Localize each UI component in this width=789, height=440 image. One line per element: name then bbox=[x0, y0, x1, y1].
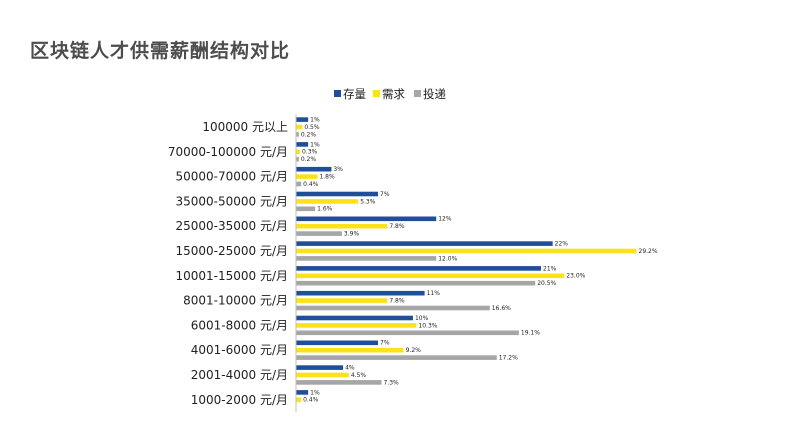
bar bbox=[296, 241, 553, 246]
value-label: 5.3% bbox=[360, 198, 376, 205]
value-label: 1.6% bbox=[317, 206, 333, 213]
bar bbox=[296, 397, 302, 403]
value-label: 20.5% bbox=[537, 280, 556, 287]
value-label: 21% bbox=[543, 265, 557, 272]
value-label: 9.2% bbox=[406, 347, 422, 354]
value-label: 1% bbox=[310, 117, 320, 124]
category-label: 1000-2000 元/月 bbox=[191, 393, 288, 407]
bar bbox=[296, 166, 332, 172]
legend-swatch bbox=[373, 90, 380, 97]
bar bbox=[296, 372, 349, 378]
bar bbox=[296, 347, 404, 353]
category-label: 100000 元以上 bbox=[202, 120, 288, 134]
bar bbox=[296, 156, 299, 162]
value-label: 22% bbox=[555, 241, 569, 248]
bar bbox=[296, 124, 303, 130]
bar bbox=[296, 315, 413, 321]
bars bbox=[296, 117, 637, 403]
bar bbox=[296, 223, 388, 229]
value-label: 23.0% bbox=[566, 273, 585, 280]
bar bbox=[296, 298, 388, 303]
bar bbox=[296, 280, 536, 286]
category-label: 10001-15000 元/月 bbox=[175, 269, 288, 283]
legend-label: 需求 bbox=[382, 87, 405, 101]
bar bbox=[296, 248, 637, 254]
legend-label: 投递 bbox=[423, 87, 446, 101]
bar bbox=[296, 256, 437, 261]
bar bbox=[296, 290, 425, 296]
category-label: 50000-70000 元/月 bbox=[175, 170, 288, 184]
value-label: 4% bbox=[345, 365, 355, 372]
bar bbox=[296, 273, 565, 279]
bar bbox=[296, 365, 344, 370]
value-label: 12% bbox=[438, 216, 452, 223]
legend-swatch bbox=[334, 90, 341, 97]
value-label: 19.1% bbox=[521, 330, 540, 337]
bar bbox=[296, 206, 316, 212]
bar bbox=[296, 340, 379, 346]
category-labels: 100000 元以上 70000-100000 元/月 50000-70000 元/… bbox=[168, 120, 288, 407]
value-label: 7.3% bbox=[384, 379, 400, 386]
value-label: 1.8% bbox=[319, 174, 335, 181]
category-label: 25000-35000 元/月 bbox=[175, 219, 288, 233]
value-label: 11% bbox=[427, 290, 441, 297]
category-label: 35000-50000 元/月 bbox=[175, 194, 288, 208]
bar bbox=[296, 380, 382, 385]
category-label: 4001-6000 元/月 bbox=[191, 343, 288, 357]
category-label: 6001-8000 元/月 bbox=[191, 318, 288, 332]
bar bbox=[296, 390, 309, 395]
value-label: 0.4% bbox=[303, 181, 319, 188]
value-label: 0.4% bbox=[303, 397, 319, 404]
bar bbox=[296, 181, 302, 187]
chart-title: 区块链人才供需薪酬结构对比 bbox=[30, 40, 291, 62]
value-label: 0.2% bbox=[301, 131, 317, 138]
value-label: 29.2% bbox=[639, 248, 658, 255]
value-label: 0.2% bbox=[301, 156, 317, 163]
value-label: 3% bbox=[333, 166, 343, 173]
value-label: 4.5% bbox=[351, 372, 367, 379]
bar bbox=[296, 142, 309, 147]
value-label: 1% bbox=[310, 141, 320, 148]
value-label: 7% bbox=[380, 340, 390, 347]
value-label: 7.8% bbox=[389, 298, 405, 305]
bar bbox=[296, 330, 519, 336]
bar bbox=[296, 117, 309, 122]
bar bbox=[296, 149, 300, 155]
value-label: 1% bbox=[310, 389, 320, 396]
value-label: 3.9% bbox=[344, 231, 360, 238]
value-label: 0.3% bbox=[302, 149, 318, 156]
category-label: 8001-10000 元/月 bbox=[183, 294, 288, 308]
bar bbox=[296, 305, 490, 311]
bar bbox=[296, 174, 318, 179]
value-label: 7.8% bbox=[389, 223, 405, 230]
bar bbox=[296, 199, 359, 204]
value-label: 7% bbox=[380, 191, 390, 198]
value-label: 10.3% bbox=[418, 322, 437, 329]
bar bbox=[296, 323, 417, 328]
category-label: 2001-4000 元/月 bbox=[191, 368, 288, 382]
category-label: 70000-100000 元/月 bbox=[168, 145, 288, 159]
bar bbox=[296, 266, 542, 271]
bar bbox=[296, 191, 379, 197]
bar bbox=[296, 231, 342, 236]
legend: 存量 需求 投递 bbox=[334, 87, 446, 101]
bar bbox=[296, 132, 299, 137]
value-label: 16.6% bbox=[492, 305, 511, 312]
bar bbox=[296, 355, 497, 360]
bar bbox=[296, 216, 437, 222]
value-label: 0.5% bbox=[304, 124, 320, 131]
legend-label: 存量 bbox=[343, 87, 366, 101]
value-label: 12.0% bbox=[438, 255, 457, 262]
legend-swatch bbox=[414, 90, 421, 97]
category-label: 15000-25000 元/月 bbox=[175, 244, 288, 258]
value-label: 10% bbox=[415, 315, 429, 322]
value-labels: 1%0.5%0.2%1%0.3%0.2%3%1.8%0.4%7%5.3%1.6%… bbox=[301, 117, 658, 404]
value-label: 17.2% bbox=[499, 355, 518, 362]
